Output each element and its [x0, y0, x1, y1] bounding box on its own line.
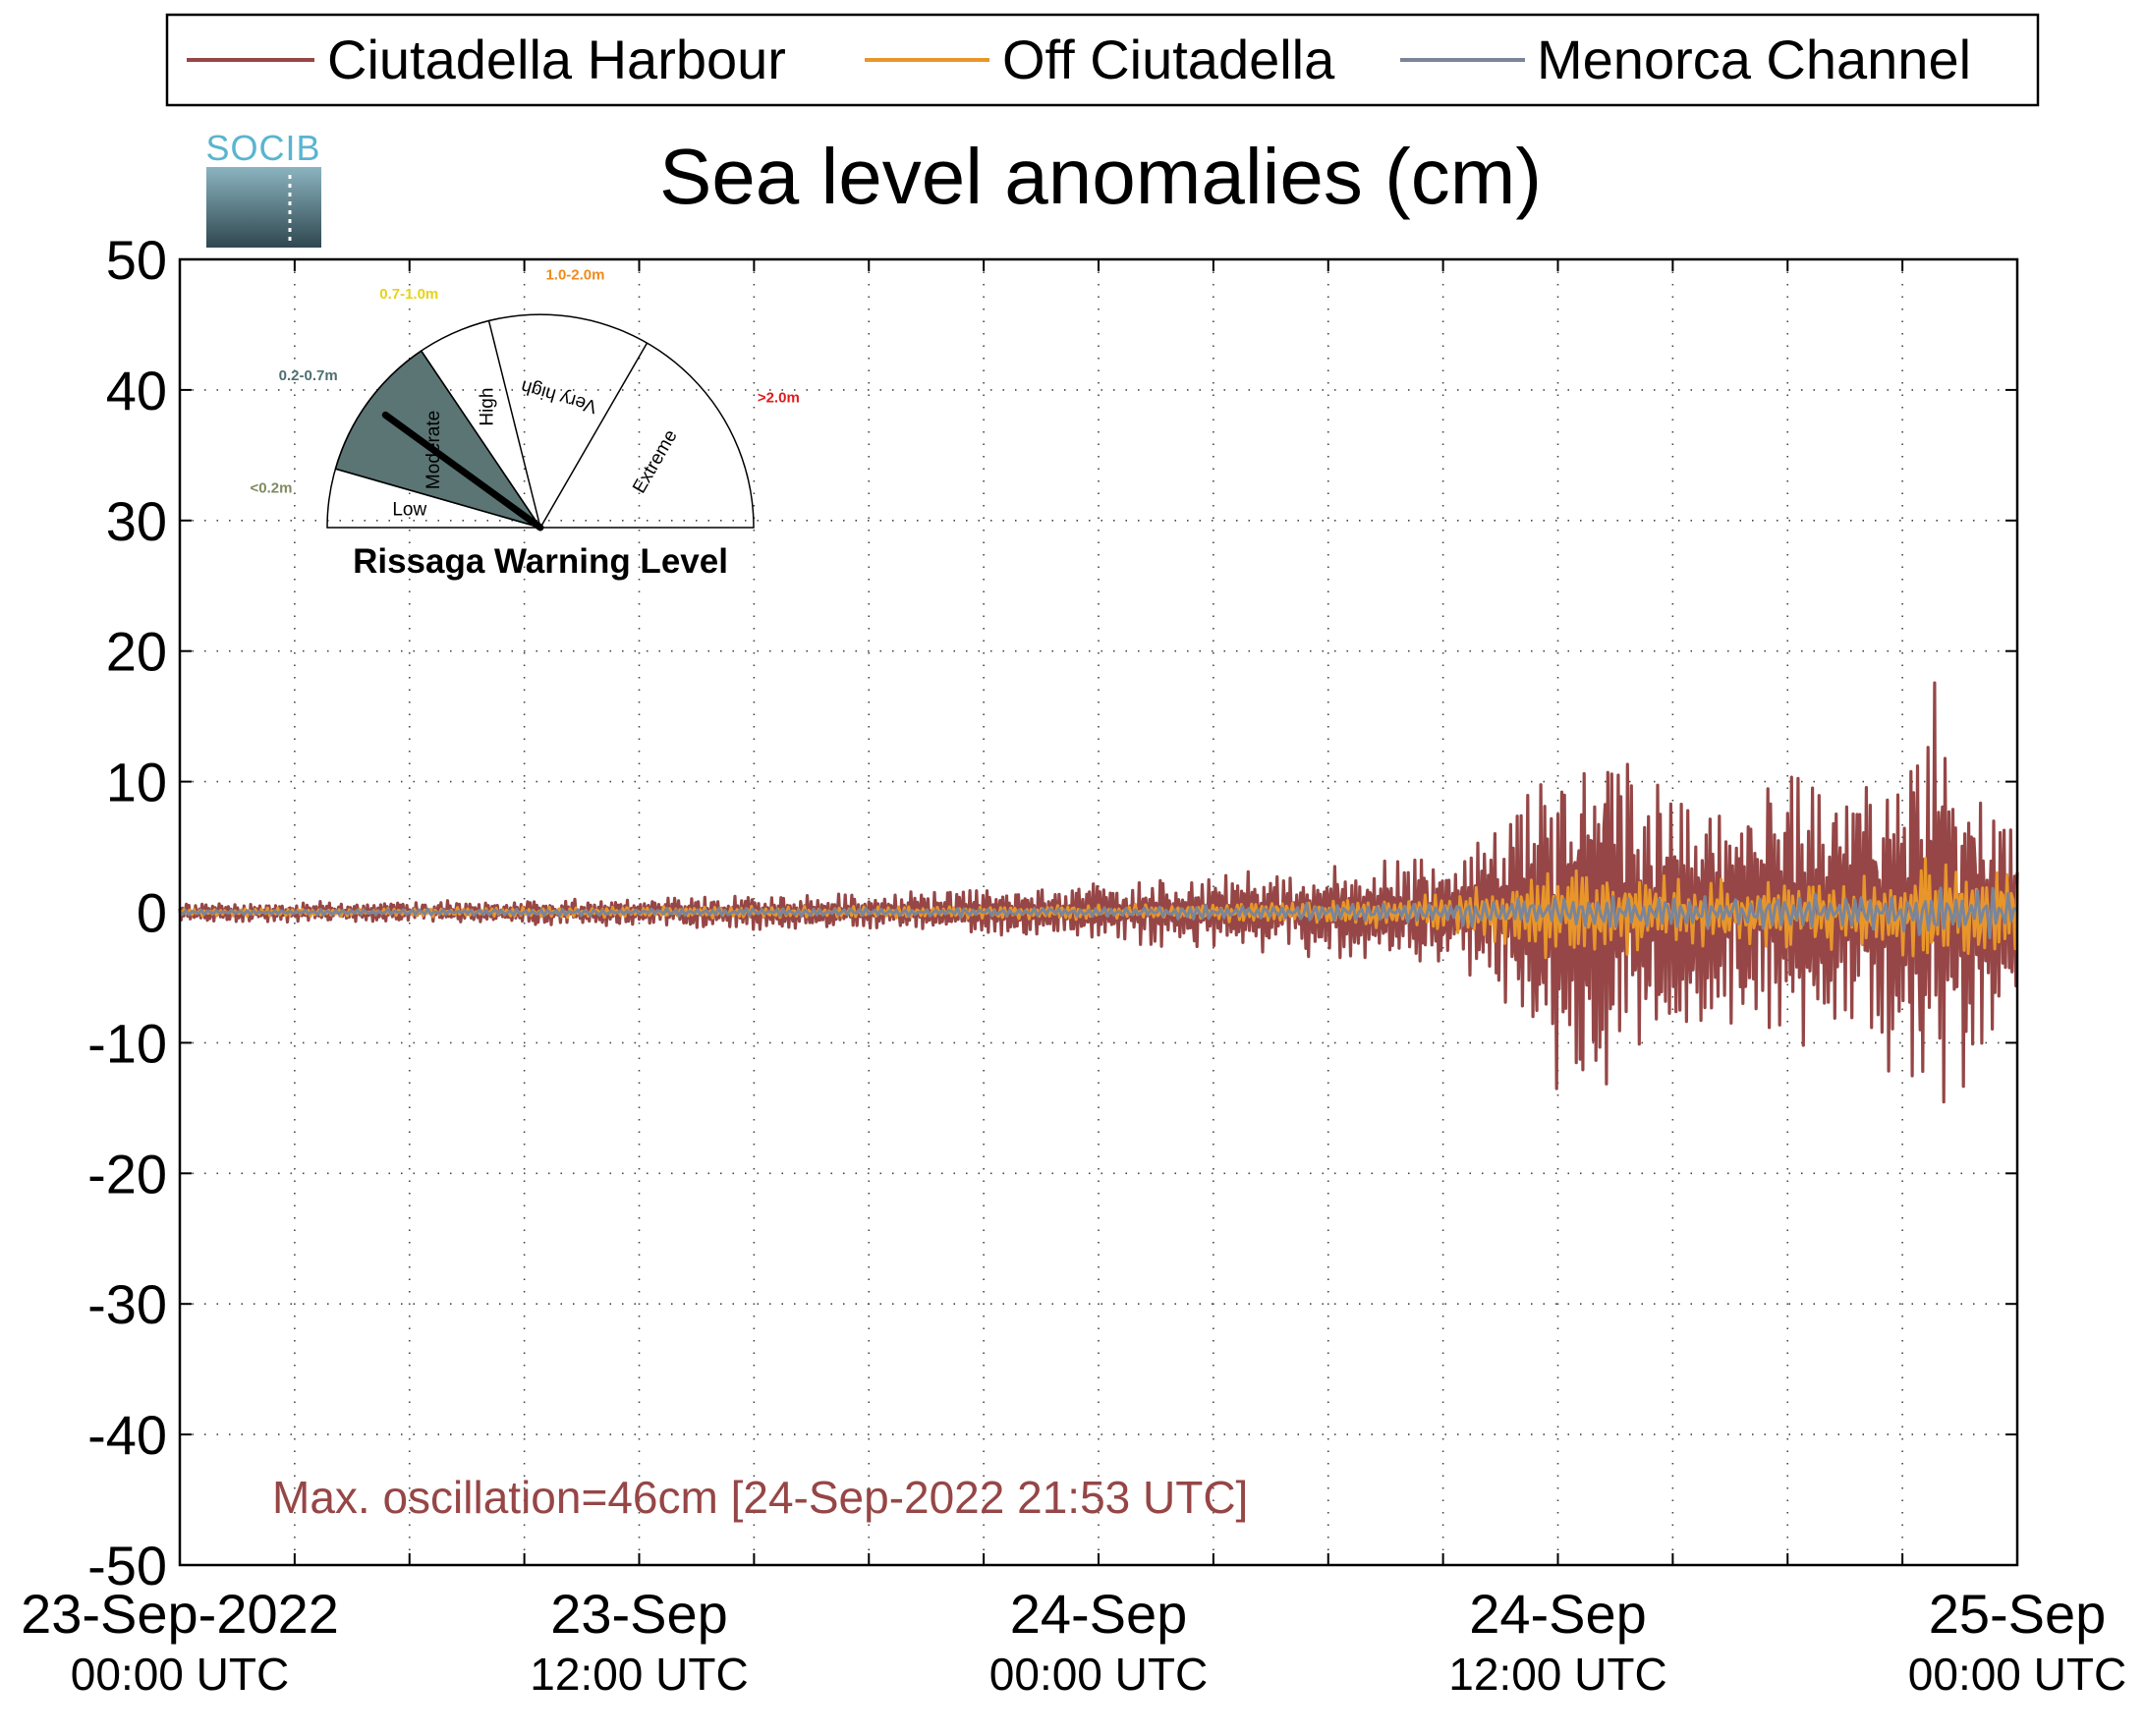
legend: Ciutadella Harbour Off Ciutadella Menorc…: [165, 13, 2040, 107]
gauge-range-label: 1.0-2.0m: [545, 266, 604, 283]
legend-label-off-ciutadella: Off Ciutadella: [1002, 28, 1335, 90]
y-tick-label: -30: [87, 1273, 167, 1335]
gauge-range-label: 0.2-0.7m: [279, 367, 338, 384]
gauge-divider: [539, 342, 649, 529]
y-tick-label: 30: [106, 490, 167, 552]
gauge-dividers: [335, 320, 649, 529]
series-line-off-ciutadella: [178, 857, 2019, 960]
gauge-range-label: 0.7-1.0m: [379, 286, 438, 303]
y-tick-label: -10: [87, 1012, 167, 1074]
gauge-range-label: >2.0m: [758, 390, 800, 407]
gauge-divider: [421, 350, 541, 529]
x-tick-label-time: 12:00 UTC: [1448, 1649, 1666, 1700]
y-tick-label: -40: [87, 1404, 167, 1466]
gauge-needle: [381, 411, 544, 532]
gauge-divider: [487, 320, 541, 529]
x-tick-label-date: 23-Sep-2022: [21, 1583, 339, 1645]
x-tick-label-time: 12:00 UTC: [530, 1649, 748, 1700]
y-tick-label: 10: [106, 752, 167, 813]
y-tick-label: 40: [106, 360, 167, 421]
gauge-title: Rissaga Warning Level: [353, 542, 728, 581]
gauge-sector-label: Low: [392, 499, 426, 520]
y-tick-label: 50: [106, 229, 167, 291]
gauge-sector-label: Moderate: [423, 411, 444, 489]
x-tick-label-time: 00:00 UTC: [989, 1649, 1208, 1700]
gauge-range-label: <0.2m: [251, 480, 293, 497]
legend-label-menorca-channel: Menorca Channel: [1537, 28, 1971, 90]
legend-box: [165, 13, 2040, 107]
y-tick-label: -20: [87, 1143, 167, 1204]
x-tick-label-date: 24-Sep: [1469, 1583, 1647, 1645]
gauge-divider: [335, 468, 541, 529]
socib-logo: SOCIB: [205, 128, 321, 248]
x-tick-label-time: 00:00 UTC: [71, 1649, 289, 1700]
series-line-menorca-channel: [179, 886, 2018, 939]
chart-title: Sea level anomalies (cm): [659, 133, 1542, 220]
x-tick-label-date: 25-Sep: [1929, 1583, 2107, 1645]
y-tick-label: -50: [87, 1535, 167, 1596]
gauge-outline: [326, 313, 755, 529]
plot-frame: [178, 257, 2019, 1567]
x-tick-label-date: 23-Sep: [550, 1583, 728, 1645]
gauge-sector-label: High: [477, 388, 497, 426]
logo-text: SOCIB: [205, 128, 320, 168]
series-layer: [178, 681, 2019, 1104]
x-tick-label-time: 00:00 UTC: [1908, 1649, 2126, 1700]
y-tick-label: 20: [106, 621, 167, 683]
rissaga-gauge: Low<0.2m Moderate0.2-0.7mHigh0.7-1.0mVery…: [251, 266, 800, 581]
max-oscillation-annotation: Max. oscillation=46cm [24-Sep-2022 21:53…: [272, 1472, 1248, 1523]
y-tick-label: 0: [137, 882, 167, 944]
legend-label-ciutadella-harbour: Ciutadella Harbour: [327, 28, 786, 90]
x-tick-label-date: 24-Sep: [1010, 1583, 1188, 1645]
y-axis: 50 40 30 20 10 0 -10 -20 -30 -40 -50: [87, 229, 2017, 1596]
